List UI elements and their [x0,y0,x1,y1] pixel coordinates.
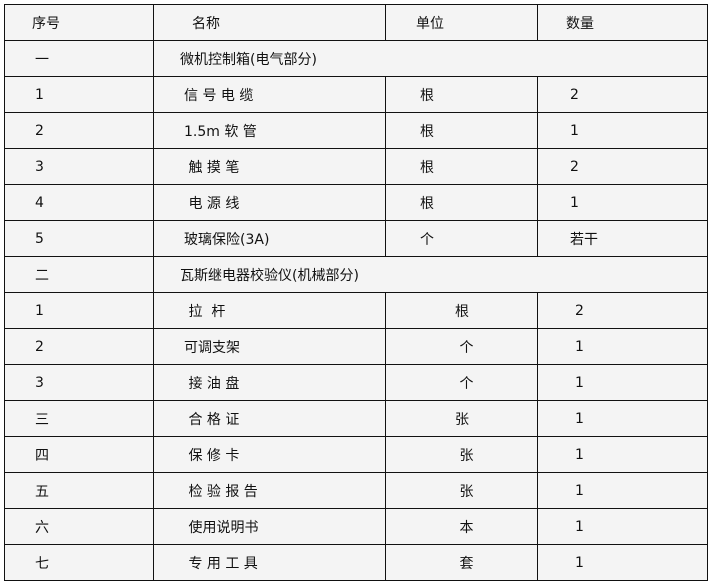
table-header-row: 序号 名称 单位 数量 [4,4,708,41]
cell-unit: 本 [385,508,538,545]
cell-no: 六 [4,508,154,545]
cell-name: 使用说明书 [153,508,386,545]
cell-qty: 1 [537,436,708,473]
cell-unit: 个 [385,220,538,257]
cell-qty: 1 [537,364,708,401]
section-title: 微机控制箱(电气部分) [153,40,708,77]
cell-unit: 根 [385,184,538,221]
cell-name: 检 验 报 告 [153,472,386,509]
cell-name: 专 用 工 具 [153,544,386,581]
cell-name: 可调支架 [153,328,386,365]
cell-qty: 1 [537,400,708,437]
cell-qty: 2 [537,292,708,329]
table-row: 5 玻璃保险(3A) 个若干 [4,220,708,257]
cell-unit: 根 [385,76,538,113]
header-qty: 数量 [537,4,708,41]
cell-name: 触 摸 笔 [153,148,386,185]
cell-qty: 1 [537,328,708,365]
cell-no: 三 [4,400,154,437]
header-name: 名称 [153,4,386,41]
cell-unit: 张 [385,436,538,473]
section-row: 二瓦斯继电器校验仪(机械部分) [4,256,708,293]
cell-no: 2 [4,112,154,149]
cell-no: 5 [4,220,154,257]
cell-no: 四 [4,436,154,473]
header-no: 序号 [4,4,154,41]
cell-unit: 根 [385,292,538,329]
header-unit: 单位 [385,4,538,41]
cell-qty: 2 [537,148,708,185]
cell-unit: 个 [385,328,538,365]
cell-name: 信 号 电 缆 [153,76,386,113]
cell-qty: 1 [537,472,708,509]
cell-no: 2 [4,328,154,365]
cell-qty: 2 [537,76,708,113]
cell-unit: 根 [385,148,538,185]
cell-name: 保 修 卡 [153,436,386,473]
cell-no: 4 [4,184,154,221]
cell-no: 二 [4,256,154,293]
cell-no: 七 [4,544,154,581]
cell-qty: 1 [537,544,708,581]
cell-unit: 张 [385,400,538,437]
cell-qty: 1 [537,112,708,149]
cell-name: 玻璃保险(3A) [153,220,386,257]
section-title: 瓦斯继电器校验仪(机械部分) [153,256,708,293]
cell-unit: 套 [385,544,538,581]
cell-name: 接 油 盘 [153,364,386,401]
packing-list-table: 序号 名称 单位 数量 一微机控制箱(电气部分) 1 信 号 电 缆根 2 2 1.5m … [4,4,708,581]
section-row: 一微机控制箱(电气部分) [4,40,708,77]
cell-name: 合 格 证 [153,400,386,437]
cell-qty: 1 [537,184,708,221]
cell-qty: 若干 [537,220,708,257]
cell-no: 1 [4,76,154,113]
cell-name: 1.5m 软 管 [153,112,386,149]
cell-unit: 个 [385,364,538,401]
cell-no: 五 [4,472,154,509]
cell-unit: 张 [385,472,538,509]
cell-no: 3 [4,148,154,185]
cell-unit: 根 [385,112,538,149]
cell-no: 3 [4,364,154,401]
cell-qty: 1 [537,508,708,545]
cell-name: 电 源 线 [153,184,386,221]
cell-name: 拉 杆 [153,292,386,329]
cell-no: 1 [4,292,154,329]
cell-no: 一 [4,40,154,77]
